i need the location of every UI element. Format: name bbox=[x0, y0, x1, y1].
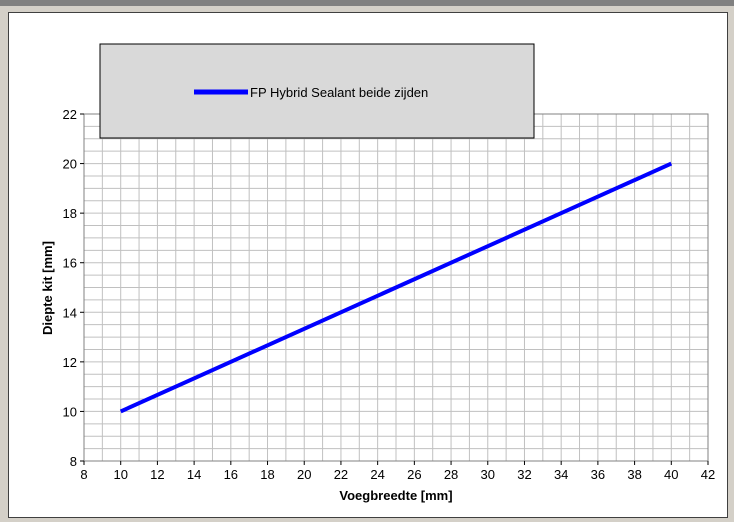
y-tick-label: 8 bbox=[70, 454, 77, 469]
y-tick-label: 14 bbox=[63, 305, 77, 320]
x-tick-label: 36 bbox=[591, 467, 605, 482]
y-tick-label: 18 bbox=[63, 206, 77, 221]
y-axis-ticks: 8 10 12 14 16 18 20 22 bbox=[63, 107, 84, 469]
y-tick-label: 20 bbox=[63, 157, 77, 172]
y-tick-label: 16 bbox=[63, 256, 77, 271]
x-tick-label: 20 bbox=[297, 467, 311, 482]
x-tick-label: 32 bbox=[517, 467, 531, 482]
x-tick-label: 16 bbox=[224, 467, 238, 482]
x-tick-label: 24 bbox=[370, 467, 384, 482]
x-axis-ticks: 8 10 12 14 16 18 20 22 24 26 28 30 32 34 36 38 40 42 bbox=[80, 461, 715, 482]
x-tick-label: 12 bbox=[150, 467, 164, 482]
window-top-edge bbox=[0, 0, 734, 6]
x-tick-label: 10 bbox=[113, 467, 127, 482]
x-tick-label: 26 bbox=[407, 467, 421, 482]
series bbox=[119, 161, 673, 414]
x-tick-label: 18 bbox=[260, 467, 274, 482]
x-tick-label: 38 bbox=[627, 467, 641, 482]
x-tick-label: 22 bbox=[334, 467, 348, 482]
x-tick-label: 34 bbox=[554, 467, 568, 482]
x-tick-label: 8 bbox=[80, 467, 87, 482]
y-axis-title: Diepte kit [mm] bbox=[40, 241, 55, 335]
legend: FP Hybrid Sealant beide zijden bbox=[99, 43, 535, 139]
x-tick-label: 28 bbox=[444, 467, 458, 482]
x-tick-label: 30 bbox=[481, 467, 495, 482]
x-tick-label: 14 bbox=[187, 467, 201, 482]
x-tick-label: 42 bbox=[701, 467, 715, 482]
x-axis-title: Voegbreedte [mm] bbox=[339, 488, 452, 503]
y-tick-label: 22 bbox=[63, 107, 77, 122]
legend-label: FP Hybrid Sealant beide zijden bbox=[250, 85, 428, 100]
y-tick-label: 10 bbox=[63, 404, 77, 419]
y-tick-label: 12 bbox=[63, 355, 77, 370]
legend-box bbox=[99, 43, 535, 139]
x-tick-label: 40 bbox=[664, 467, 678, 482]
series-line bbox=[119, 161, 673, 414]
